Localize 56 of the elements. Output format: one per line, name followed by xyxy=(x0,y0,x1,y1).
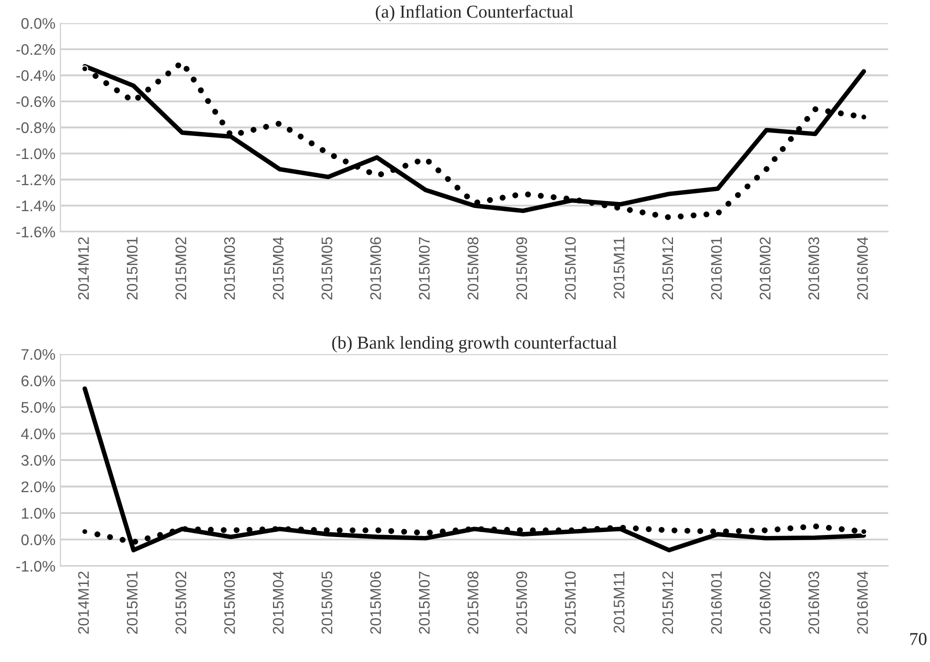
x-tick-label: 2014M12 xyxy=(78,237,89,300)
y-tick-label: -1.2% xyxy=(16,174,56,186)
x-tick-label: 2015M03 xyxy=(224,572,235,634)
x-tick-label: 2015M06 xyxy=(370,572,382,634)
y-tick-label: 3.0% xyxy=(21,454,56,466)
x-tick-label: 2016M01 xyxy=(711,237,722,300)
line-series xyxy=(82,386,866,552)
y-tick-label: 5.0% xyxy=(21,402,56,413)
y-tick-label: 1.0% xyxy=(22,508,56,519)
x-tick-label: 2015M07 xyxy=(418,237,430,300)
x-tick-label: 2016M01 xyxy=(711,572,722,634)
y-tick-label: 4.0% xyxy=(21,428,56,440)
y-tick-label: -0.2% xyxy=(16,44,56,55)
y-tick-label: -1.6% xyxy=(16,226,56,238)
y-tick-label: -1.0% xyxy=(16,560,56,572)
y-tick-label: -0.6% xyxy=(16,96,56,108)
y-tick-label: -1.4% xyxy=(16,200,56,212)
x-tick-label: 2015M12 xyxy=(662,572,674,634)
x-tick-label: 2014M12 xyxy=(78,572,89,634)
x-tick-label: 2015M04 xyxy=(272,237,284,300)
y-tick-label: 2.0% xyxy=(22,481,56,492)
x-tick-label: 2015M01 xyxy=(126,237,138,300)
y-tick-label: 6.0% xyxy=(22,376,56,386)
x-tick-label: 2015M10 xyxy=(564,237,576,300)
x-tick-label: 2015M11 xyxy=(614,572,624,633)
x-tick-label: 2016M03 xyxy=(808,237,820,300)
y-tick-label: -0.4% xyxy=(16,70,56,81)
chart-title: (a) Inflation Counterfactual xyxy=(376,4,574,22)
x-tick-label: 2015M12 xyxy=(662,237,674,300)
x-tick-label: 2015M08 xyxy=(468,237,478,300)
x-tick-label: 2016M02 xyxy=(760,572,771,634)
text: 70 xyxy=(910,632,927,646)
x-tick-label: 2015M05 xyxy=(322,237,332,300)
x-tick-label: 2016M04 xyxy=(857,571,868,634)
y-tick-label: -1.0% xyxy=(16,148,56,160)
y-tick-label: -0.8% xyxy=(16,122,56,134)
x-tick-label: 2015M03 xyxy=(224,237,235,300)
x-tick-label: 2016M04 xyxy=(857,237,868,300)
x-tick-label: 2015M02 xyxy=(175,237,186,300)
x-tick-label: 2015M08 xyxy=(468,572,478,634)
x-tick-label: 2015M09 xyxy=(516,572,528,634)
y-tick-label: 7.0% xyxy=(22,349,56,360)
x-tick-label: 2015M07 xyxy=(418,572,430,634)
x-tick-label: 2015M04 xyxy=(272,571,284,634)
x-tick-label: 2015M02 xyxy=(175,572,186,634)
y-tick-label: 0.0% xyxy=(21,534,56,546)
chart-title: (b) Bank lending growth counterfactual xyxy=(332,336,617,353)
x-tick-label: 2015M10 xyxy=(564,571,576,634)
x-tick-label: 2015M01 xyxy=(126,572,138,634)
y-tick-label: 0.0% xyxy=(21,18,56,29)
x-tick-label: 2016M03 xyxy=(808,572,820,634)
x-tick-label: 2015M06 xyxy=(370,237,382,300)
x-tick-label: 2015M05 xyxy=(322,572,332,634)
x-tick-label: 2015M09 xyxy=(516,237,528,300)
x-tick-label: 2016M02 xyxy=(760,237,771,300)
x-tick-label: 2015M11 xyxy=(614,237,624,298)
